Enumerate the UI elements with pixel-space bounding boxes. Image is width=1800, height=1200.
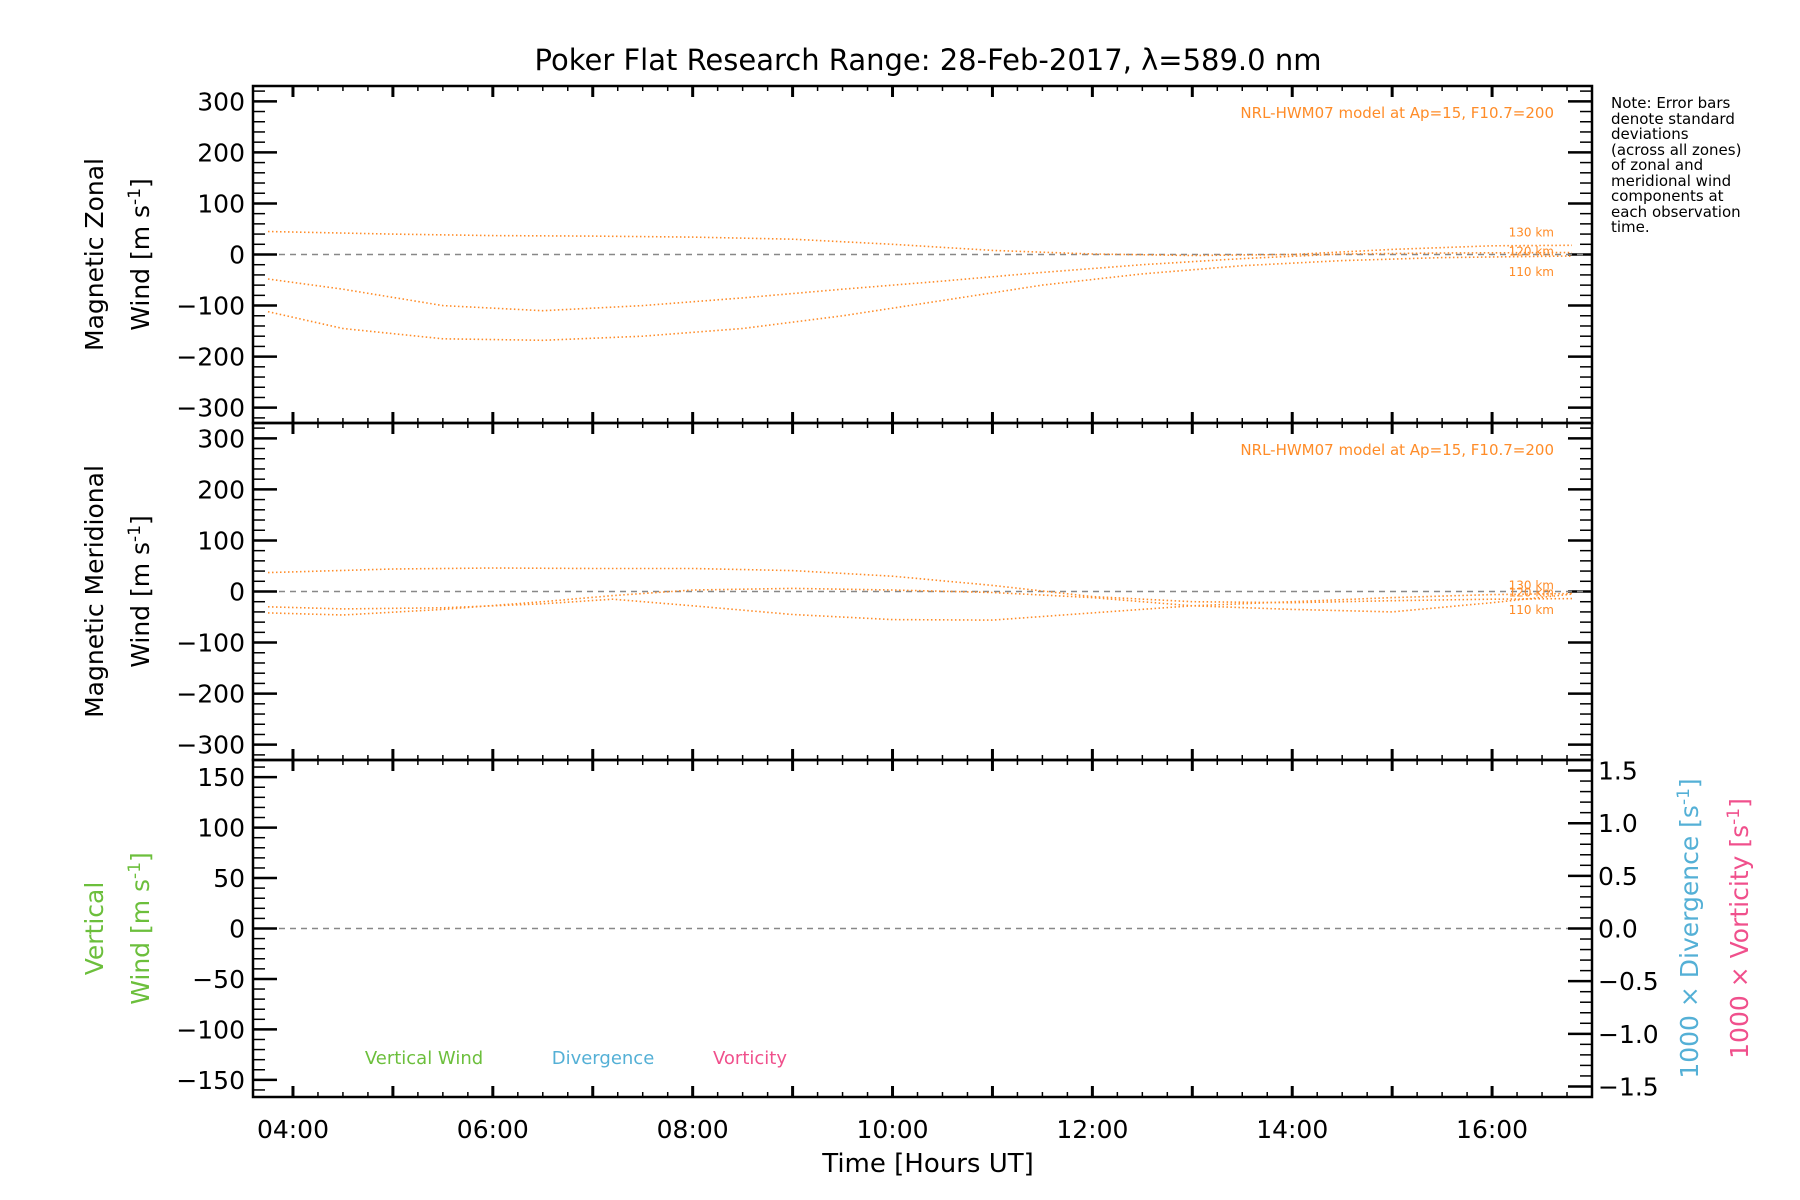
y-tick-label: −100 — [176, 1015, 245, 1044]
y2-tick-label: 0.5 — [1598, 862, 1638, 891]
y-tick-label: 100 — [197, 189, 245, 218]
x-tick-label: 06:00 — [457, 1115, 529, 1144]
note-line: denote standard — [1611, 109, 1735, 128]
y-tick-label: −100 — [176, 292, 245, 321]
model-line-120-km — [267, 251, 1573, 312]
y-axis-label-line1: Magnetic Zonal — [80, 158, 109, 351]
model-label: NRL-HWM07 model at Ap=15, F10.7=200 — [1240, 104, 1554, 122]
legend-item: Divergence — [552, 1048, 655, 1069]
model-label: NRL-HWM07 model at Ap=15, F10.7=200 — [1240, 441, 1554, 459]
y-axis-label-line1: Vertical — [80, 882, 109, 976]
y-tick-label: −150 — [176, 1066, 245, 1095]
note-line: each observation — [1611, 202, 1741, 221]
y-axis-label-line2: Wind [m s-1] — [125, 178, 155, 331]
note-line: of zonal and — [1611, 156, 1704, 174]
y2-tick-label: 1.0 — [1598, 809, 1638, 838]
y-tick-label: 0 — [229, 915, 245, 944]
note-line: (across all zones) — [1611, 140, 1742, 159]
meridional-wind-panel: 300 200 100 0 −100 −200 −300 Magnetic Meridiona… — [80, 421, 1594, 762]
y-tick-label: −100 — [176, 629, 245, 658]
y-tick-label: 100 — [197, 814, 245, 843]
x-tick-label: 12:00 — [1056, 1115, 1128, 1144]
y2-tick-label: −0.5 — [1598, 967, 1659, 996]
y-tick-label: 100 — [197, 526, 245, 555]
y2-tick-label: 0.0 — [1598, 915, 1638, 944]
x-tick-label: 16:00 — [1456, 1115, 1528, 1144]
y-tick-label: −50 — [192, 965, 245, 994]
x-tick-label: 14:00 — [1256, 1115, 1328, 1144]
y2-tick-label: −1.5 — [1598, 1072, 1659, 1101]
model-line-label: 120 km — [1509, 586, 1554, 600]
y-tick-label: 200 — [197, 475, 245, 504]
model-line-label: 130 km — [1509, 579, 1554, 593]
error-bar-note: Note: Error bars denote standard deviation… — [1611, 94, 1800, 236]
y-tick-label: 200 — [197, 138, 245, 167]
note-line: meridional wind — [1611, 171, 1732, 190]
model-line-110-km — [267, 593, 1573, 621]
y-tick-label: −200 — [176, 343, 245, 372]
y-tick-label: 0 — [229, 241, 245, 270]
vertical-wind-panel: 150 100 50 0 −50 −100 −150 Vertical Wind [m s-1]… — [80, 757, 1754, 1102]
model-line-label: 130 km — [1509, 225, 1554, 239]
y-tick-label: −300 — [176, 731, 245, 760]
model-line-label: 110 km — [1509, 603, 1554, 617]
x-axis-tick-labels: 04:00 06:00 08:00 10:00 12:00 14:00 16:00 — [257, 1115, 1528, 1144]
model-line-label: 110 km — [1509, 265, 1554, 279]
x-tick-label: 10:00 — [856, 1115, 928, 1144]
x-axis-label: Time [Hours UT] — [821, 1149, 1034, 1179]
note-line: deviations — [1611, 125, 1689, 143]
note-line: components at — [1611, 187, 1724, 205]
y2-tick-label: −1.0 — [1598, 1020, 1659, 1049]
y-tick-label: 150 — [197, 763, 245, 792]
y-tick-label: 300 — [197, 424, 245, 453]
legend-item: Vertical Wind — [365, 1048, 483, 1069]
model-line-130-km — [267, 567, 1573, 604]
model-line-110-km — [267, 255, 1573, 342]
y-tick-label: 300 — [197, 87, 245, 116]
note-line: Note: Error bars — [1611, 94, 1731, 112]
model-line-130-km — [267, 230, 1573, 257]
divergence-axis-label: 1000 × Divergence [s-1] — [1674, 778, 1704, 1078]
x-tick-label: 08:00 — [657, 1115, 729, 1144]
y-axis-label-line1: Magnetic Meridional — [80, 465, 109, 718]
model-line-label: 120 km — [1509, 244, 1554, 258]
y2-tick-label: 1.5 — [1598, 757, 1638, 786]
y-axis-label-line2: Wind [m s-1] — [125, 515, 155, 668]
y-tick-label: 0 — [229, 578, 245, 607]
note-line: time. — [1611, 218, 1650, 236]
y-tick-label: 50 — [213, 864, 245, 893]
y-tick-label: −300 — [176, 394, 245, 423]
model-line-120-km — [267, 587, 1573, 616]
x-tick-label: 04:00 — [257, 1115, 329, 1144]
zonal-wind-panel: 300 200 100 0 −100 −200 −300 Magnetic Zonal Wind… — [80, 84, 1594, 425]
legend-item: Vorticity — [713, 1048, 787, 1069]
chart-title: Poker Flat Research Range: 28-Feb-2017, … — [535, 43, 1322, 77]
y-tick-label: −200 — [176, 680, 245, 709]
y-axis-label-line2: Wind [m s-1] — [125, 852, 155, 1005]
vorticity-axis-label: 1000 × Vorticity [s-1] — [1724, 798, 1754, 1059]
